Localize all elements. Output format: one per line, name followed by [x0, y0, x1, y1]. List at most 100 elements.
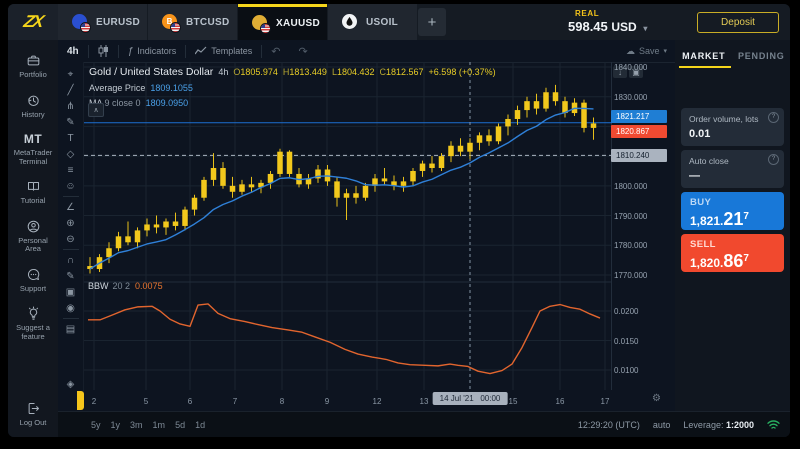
- order-volume-field[interactable]: Order volume, lots 0.01 ?: [681, 108, 784, 146]
- sidebar-item-metatrader-terminal[interactable]: MTMetaTrader Terminal: [9, 132, 57, 166]
- sell-button[interactable]: SELL 1,820.867: [681, 234, 784, 272]
- measure-icon[interactable]: ∠: [62, 199, 80, 215]
- sidebar-item-history[interactable]: History: [9, 93, 57, 120]
- sidebar-item-label: Personal Area: [11, 237, 55, 254]
- tab-market[interactable]: MARKET: [675, 47, 733, 61]
- range-button-1d[interactable]: 1d: [190, 420, 210, 430]
- tab-xauusd[interactable]: XAUUSD: [238, 4, 327, 40]
- price-axis-label: 1770.000: [614, 271, 647, 280]
- time-axis-label: 5: [144, 397, 148, 406]
- price-axis-label: 1780.000: [614, 241, 647, 250]
- sidebar-item-tutorial[interactable]: Tutorial: [9, 179, 57, 206]
- volume-help-icon[interactable]: ?: [768, 112, 779, 123]
- tab-btcusd[interactable]: BBTCUSD: [148, 4, 237, 40]
- add-instrument-button[interactable]: +: [418, 8, 446, 36]
- crosshair-icon[interactable]: ⌖: [62, 66, 80, 82]
- axis-settings-gear-icon[interactable]: ⚙: [652, 393, 661, 404]
- range-button-3m[interactable]: 3m: [125, 420, 148, 430]
- clock-utc[interactable]: 12:29:20 (UTC): [578, 420, 640, 430]
- deposit-button[interactable]: Deposit: [697, 12, 779, 33]
- us-flag-icon: [81, 23, 90, 32]
- indicators-button[interactable]: ƒIndicators: [119, 44, 186, 58]
- text-icon[interactable]: T: [62, 130, 80, 146]
- portfolio-icon: [26, 53, 41, 68]
- sidebar-item-label: Log Out: [11, 419, 55, 428]
- sidebar-item-portfolio[interactable]: Portfolio: [9, 53, 57, 80]
- range-button-1m[interactable]: 1m: [148, 420, 171, 430]
- lock-icon[interactable]: ▣: [62, 284, 80, 300]
- templates-button[interactable]: Templates: [186, 44, 261, 58]
- drawing-mode-icon[interactable]: ✎: [62, 268, 80, 284]
- collapse-legend-button[interactable]: ∧: [88, 103, 104, 117]
- chart-toolbar: 4h ƒIndicators Templates ↶ ↷ ☁ Save ▾: [58, 40, 675, 63]
- templates-icon: [195, 46, 207, 56]
- date-range-buttons: 5y1y3m1m5d1d: [86, 420, 210, 430]
- sell-price: 1,820.867: [690, 251, 775, 272]
- zoom-in-icon[interactable]: ⊕: [62, 215, 80, 231]
- ohlc-values: O1805.974H1813.449L1804.432C1812.567: [228, 66, 423, 78]
- sidebar-item-log-out[interactable]: Log Out: [9, 401, 57, 428]
- top-bar: ZX EURUSDBBTCUSDXAUUSD USOIL + REAL 598.4…: [8, 4, 790, 40]
- account-summary[interactable]: REAL 598.45 USD ▾: [568, 9, 678, 34]
- brush-icon[interactable]: ✎: [62, 114, 80, 130]
- candlestick-icon: [98, 45, 109, 57]
- prediction-icon[interactable]: ≡: [62, 162, 80, 178]
- price-axis-label: 1800.000: [614, 182, 647, 191]
- price-chart[interactable]: [84, 62, 612, 390]
- order-volume-value: 0.01: [689, 128, 776, 140]
- tab-usoil[interactable]: USOIL: [328, 4, 417, 40]
- redo-button[interactable]: ↷: [290, 44, 317, 58]
- toolbar-handle[interactable]: [77, 391, 84, 410]
- tab-eurusd[interactable]: EURUSD: [58, 4, 147, 40]
- time-axis-label: 16: [556, 397, 565, 406]
- time-axis-label: 7: [233, 397, 237, 406]
- magnet-icon[interactable]: ∩: [62, 252, 80, 268]
- emoji-icon[interactable]: ☺: [62, 178, 80, 194]
- range-button-1y[interactable]: 1y: [106, 420, 126, 430]
- sidebar-item-suggest-a-feature[interactable]: Suggest a feature: [9, 306, 57, 341]
- tab-symbol: BTCUSD: [186, 17, 229, 28]
- personal-area-icon: [26, 219, 41, 234]
- undo-icon: ↶: [271, 45, 280, 58]
- range-button-5d[interactable]: 5d: [170, 420, 190, 430]
- oil-icon: [342, 14, 359, 31]
- xabcd-pattern-icon[interactable]: ◇: [62, 146, 80, 162]
- time-axis-label: 17: [601, 397, 610, 406]
- active-tab-underline: [679, 66, 731, 68]
- zoom-out-icon[interactable]: ⊖: [62, 231, 80, 247]
- range-button-5y[interactable]: 5y: [86, 420, 106, 430]
- remove-objects-icon[interactable]: ▤: [62, 321, 80, 337]
- auto-close-help-icon[interactable]: ?: [768, 154, 779, 165]
- save-layout-button[interactable]: ☁ Save ▾: [626, 46, 667, 57]
- sidebar-item-personal-area[interactable]: Personal Area: [9, 219, 57, 254]
- undo-button[interactable]: ↶: [262, 44, 289, 58]
- time-axis-label: 2: [92, 397, 96, 406]
- us-flag-icon: [261, 24, 270, 33]
- sidebar-item-support[interactable]: Support: [9, 267, 57, 294]
- time-axis-label: 15: [509, 397, 518, 406]
- auto-scale-toggle[interactable]: auto: [653, 420, 671, 430]
- indicator-axis-label: 0.0150: [614, 337, 638, 346]
- account-chevron-down-icon[interactable]: ▾: [643, 24, 647, 33]
- timeframe-select[interactable]: 4h: [58, 44, 88, 58]
- bbw-indicator-legend: BBW20 20.0075: [88, 281, 163, 291]
- price-axis-label: 1840.000: [614, 63, 647, 72]
- tab-symbol: USOIL: [366, 17, 398, 28]
- history-icon: [26, 93, 41, 108]
- instrument-tabs: EURUSDBBTCUSDXAUUSD USOIL: [58, 4, 417, 40]
- pitchfork-icon[interactable]: ⋔: [62, 98, 80, 114]
- auto-close-field[interactable]: Auto close — ?: [681, 150, 784, 188]
- gold-us-pair-icon: [252, 15, 269, 32]
- price-badge: 1821.217: [611, 110, 667, 123]
- cloud-icon: ☁: [626, 46, 635, 57]
- price-badge: 1820.867: [611, 125, 667, 138]
- object-tree-icon[interactable]: ◈: [62, 376, 80, 392]
- trend-line-icon[interactable]: ╱: [62, 82, 80, 98]
- price-badge: 1810.240: [611, 149, 667, 162]
- change-value: +6.598 (+0.37%): [429, 67, 496, 77]
- buy-button[interactable]: BUY 1,821.217: [681, 192, 784, 230]
- hide-icon[interactable]: ◉: [62, 300, 80, 316]
- tab-pending[interactable]: PENDING: [733, 47, 791, 61]
- chart-type-button[interactable]: [89, 44, 118, 58]
- app-logo[interactable]: ZX: [8, 4, 58, 40]
